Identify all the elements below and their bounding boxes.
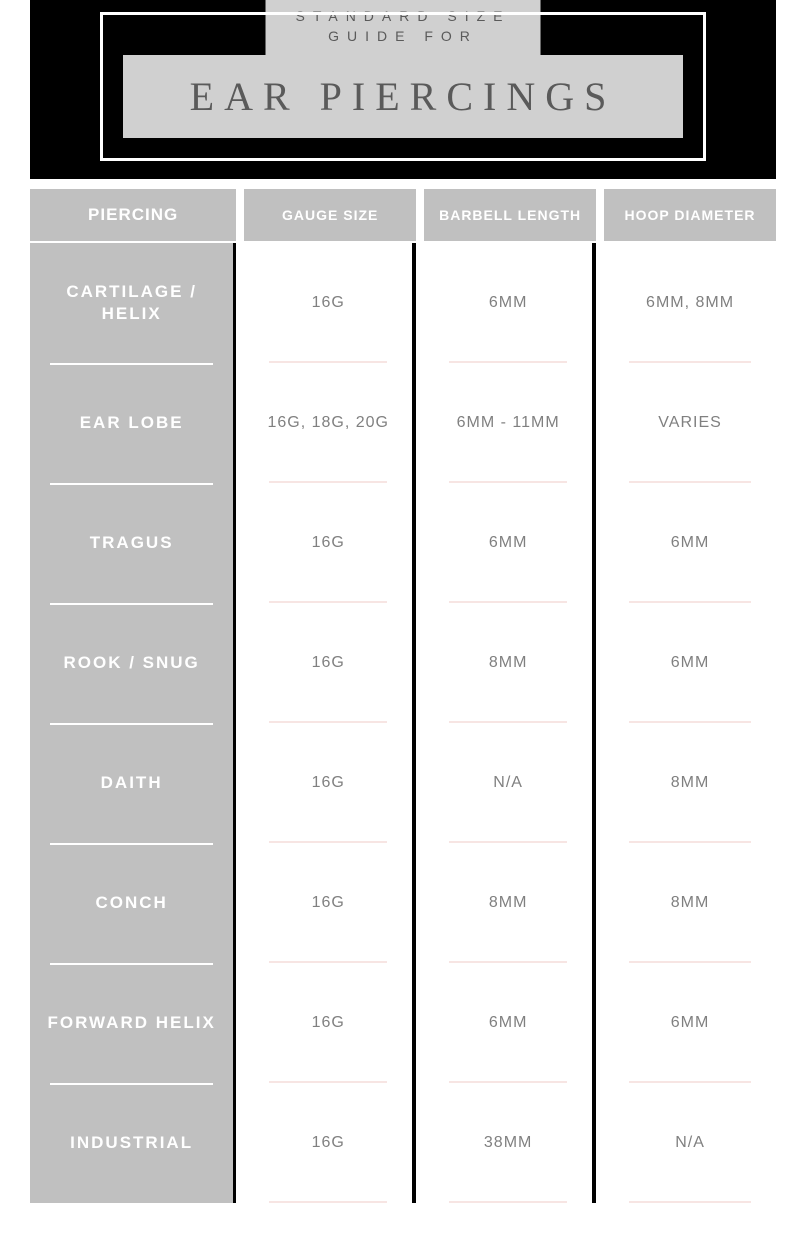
gauge-value: 16G, 18G, 20G xyxy=(244,363,412,483)
piercing-label: INDUSTRIAL xyxy=(30,1083,233,1203)
piercing-label: FORWARD HELIX xyxy=(30,963,233,1083)
barbell-value: N/A xyxy=(424,723,592,843)
hoop-value: 8MM xyxy=(604,723,776,843)
barbell-value: 8MM xyxy=(424,843,592,963)
hoop-value: 6MM xyxy=(604,603,776,723)
hoop-column: HOOP DIAMETER 6MM, 8MM VARIES 6MM 6MM 8M… xyxy=(604,189,776,1203)
barbell-value: 6MM - 11MM xyxy=(424,363,592,483)
piercing-label: EAR LOBE xyxy=(30,363,233,483)
hoop-value: N/A xyxy=(604,1083,776,1203)
header-banner: STANDARD SIZE GUIDE FOR EAR PIERCINGS xyxy=(30,0,776,179)
gauge-value: 16G xyxy=(244,243,412,363)
piercing-label: CONCH xyxy=(30,843,233,963)
barbell-value: 38MM xyxy=(424,1083,592,1203)
barbell-value: 6MM xyxy=(424,963,592,1083)
gauge-value: 16G xyxy=(244,963,412,1083)
hoop-body: 6MM, 8MM VARIES 6MM 6MM 8MM 8MM 6MM N/A xyxy=(604,243,776,1203)
gauge-column-header: GAUGE SIZE xyxy=(244,189,416,241)
gauge-body: 16G 16G, 18G, 20G 16G 16G 16G 16G 16G 16… xyxy=(244,243,416,1203)
gauge-value: 16G xyxy=(244,483,412,603)
gauge-value: 16G xyxy=(244,723,412,843)
piercing-label-body: CARTILAGE / HELIX EAR LOBE TRAGUS ROOK /… xyxy=(30,243,236,1203)
barbell-column: BARBELL LENGTH 6MM 6MM - 11MM 6MM 8MM N/… xyxy=(424,189,596,1203)
piercing-label: ROOK / SNUG xyxy=(30,603,233,723)
hoop-value: 6MM xyxy=(604,963,776,1083)
piercing-label: CARTILAGE / HELIX xyxy=(30,243,233,363)
piercing-column-header: PIERCING xyxy=(30,189,236,241)
gauge-column: GAUGE SIZE 16G 16G, 18G, 20G 16G 16G 16G… xyxy=(244,189,416,1203)
gauge-value: 16G xyxy=(244,1083,412,1203)
title: EAR PIERCINGS xyxy=(123,55,683,138)
piercing-column: PIERCING CARTILAGE / HELIX EAR LOBE TRAG… xyxy=(30,189,236,1203)
hoop-value: VARIES xyxy=(604,363,776,483)
hoop-value: 6MM, 8MM xyxy=(604,243,776,363)
barbell-column-header: BARBELL LENGTH xyxy=(424,189,596,241)
gauge-value: 16G xyxy=(244,603,412,723)
hoop-value: 8MM xyxy=(604,843,776,963)
header-frame: EAR PIERCINGS xyxy=(100,12,706,161)
piercing-label: TRAGUS xyxy=(30,483,233,603)
barbell-value: 8MM xyxy=(424,603,592,723)
piercing-label: DAITH xyxy=(30,723,233,843)
barbell-value: 6MM xyxy=(424,243,592,363)
barbell-value: 6MM xyxy=(424,483,592,603)
size-table: PIERCING CARTILAGE / HELIX EAR LOBE TRAG… xyxy=(30,189,776,1203)
page-container: STANDARD SIZE GUIDE FOR EAR PIERCINGS PI… xyxy=(0,0,806,1233)
barbell-body: 6MM 6MM - 11MM 6MM 8MM N/A 8MM 6MM 38MM xyxy=(424,243,596,1203)
hoop-column-header: HOOP DIAMETER xyxy=(604,189,776,241)
hoop-value: 6MM xyxy=(604,483,776,603)
gauge-value: 16G xyxy=(244,843,412,963)
